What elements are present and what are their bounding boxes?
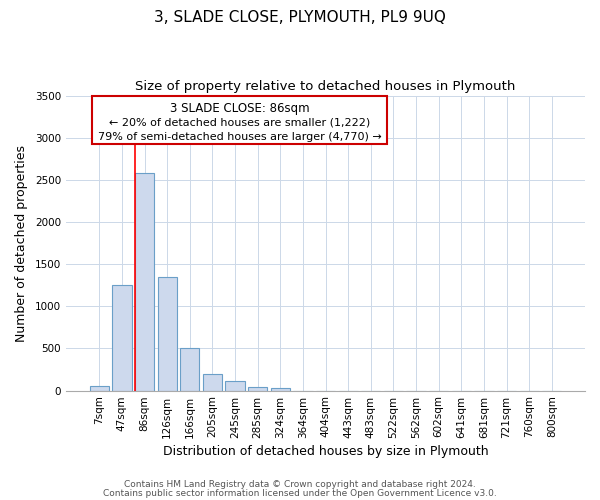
Text: ← 20% of detached houses are smaller (1,222): ← 20% of detached houses are smaller (1,… xyxy=(109,118,370,128)
Bar xyxy=(203,374,222,390)
Y-axis label: Number of detached properties: Number of detached properties xyxy=(15,144,28,342)
Title: Size of property relative to detached houses in Plymouth: Size of property relative to detached ho… xyxy=(136,80,516,93)
Bar xyxy=(271,388,290,390)
Bar xyxy=(158,277,177,390)
Text: Contains HM Land Registry data © Crown copyright and database right 2024.: Contains HM Land Registry data © Crown c… xyxy=(124,480,476,489)
Text: Contains public sector information licensed under the Open Government Licence v3: Contains public sector information licen… xyxy=(103,488,497,498)
Text: 3 SLADE CLOSE: 86sqm: 3 SLADE CLOSE: 86sqm xyxy=(170,102,310,115)
Bar xyxy=(112,285,131,391)
Bar xyxy=(226,382,245,390)
Bar xyxy=(89,386,109,390)
Bar xyxy=(248,387,267,390)
Text: 79% of semi-detached houses are larger (4,770) →: 79% of semi-detached houses are larger (… xyxy=(98,132,382,142)
FancyBboxPatch shape xyxy=(92,96,388,144)
Bar xyxy=(180,348,199,391)
Bar xyxy=(135,173,154,390)
Text: 3, SLADE CLOSE, PLYMOUTH, PL9 9UQ: 3, SLADE CLOSE, PLYMOUTH, PL9 9UQ xyxy=(154,10,446,25)
X-axis label: Distribution of detached houses by size in Plymouth: Distribution of detached houses by size … xyxy=(163,444,488,458)
